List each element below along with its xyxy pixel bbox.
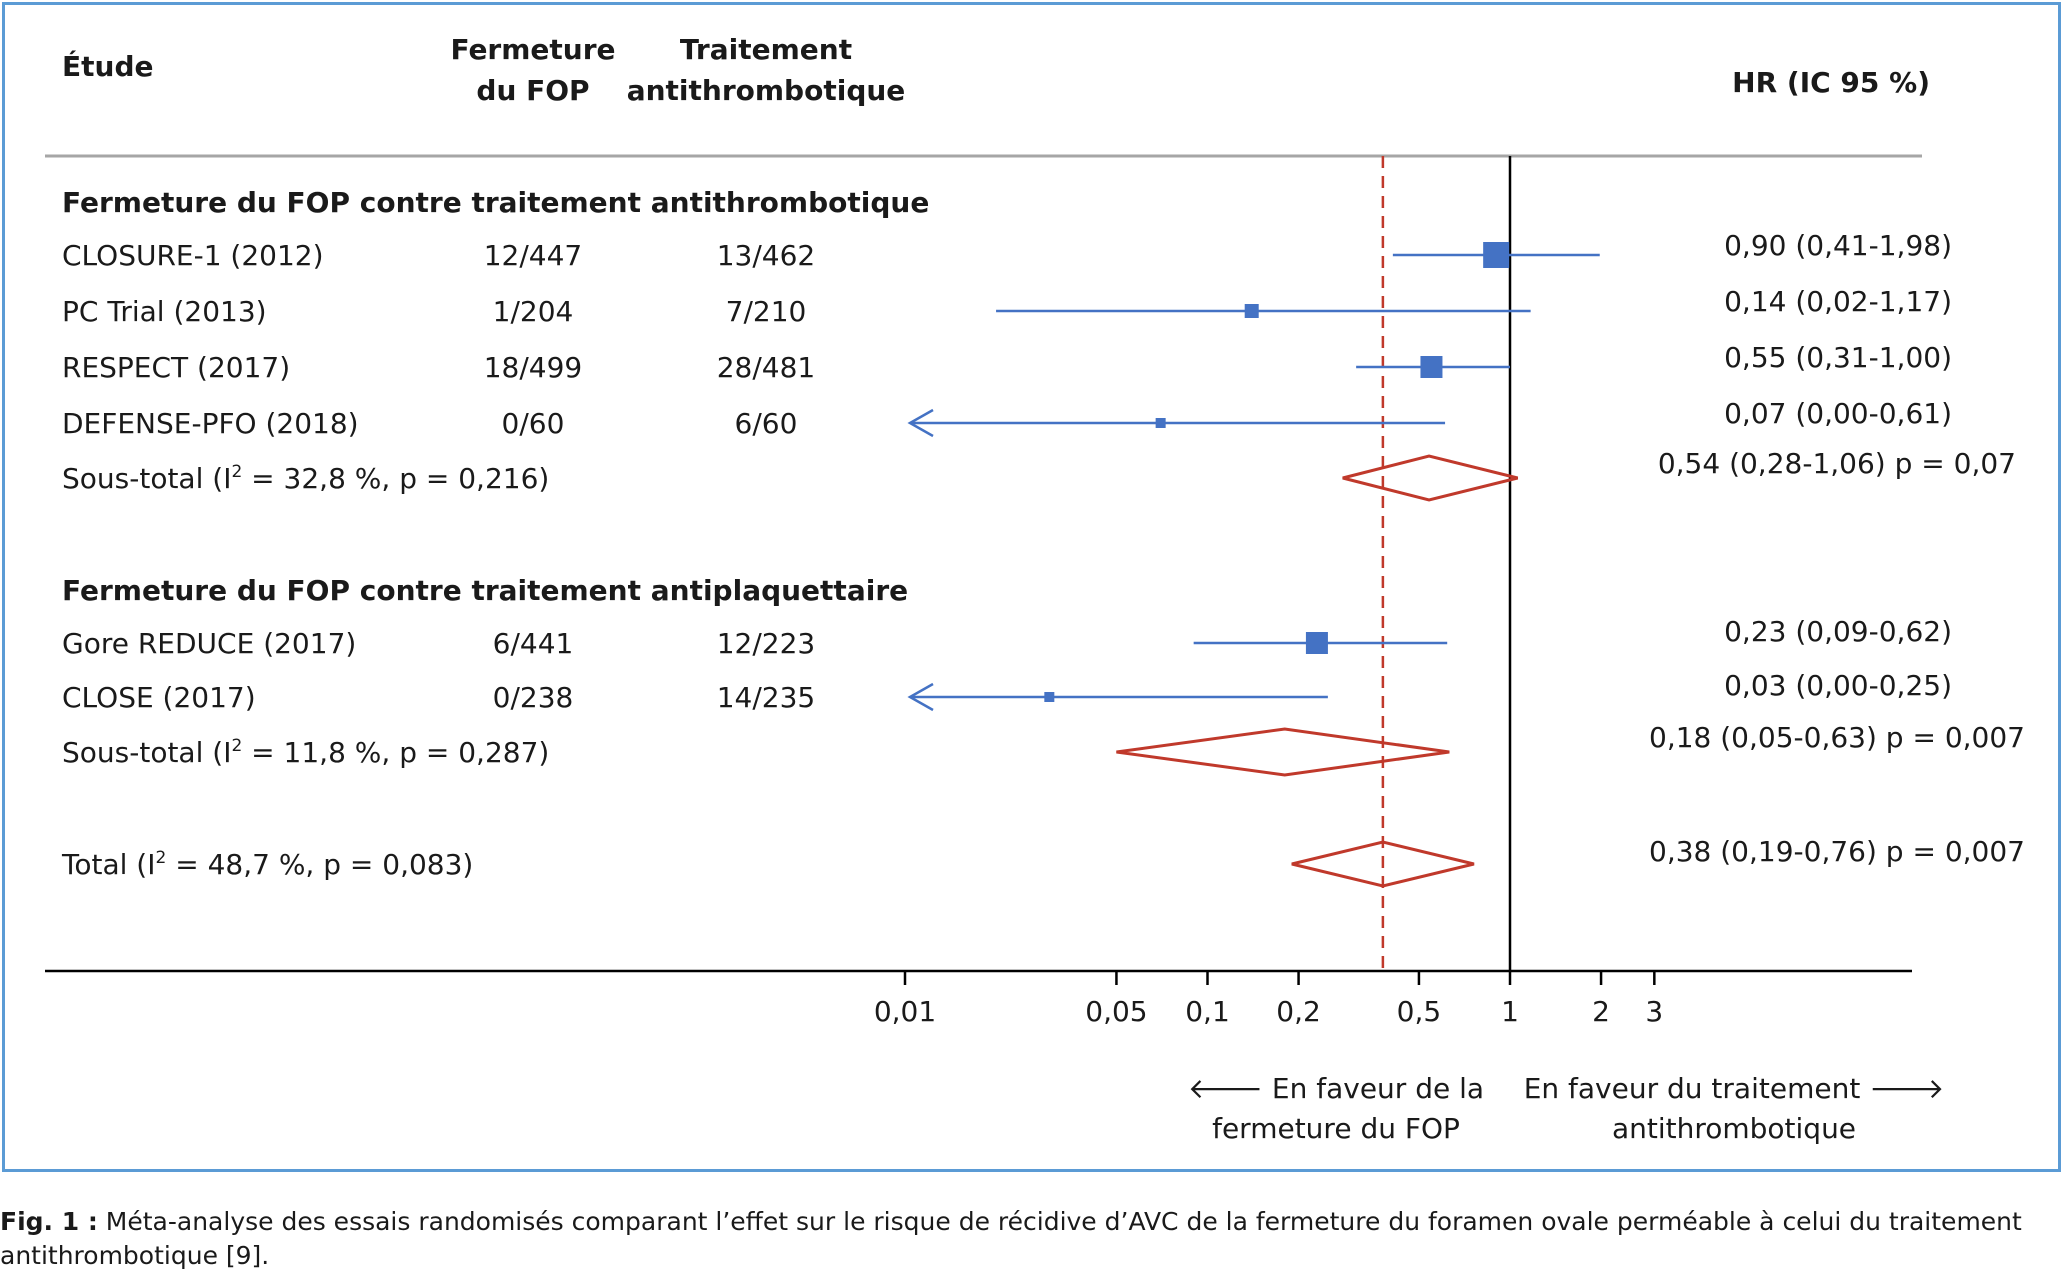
study-hr-text: 0,23 (0,09-0,62) <box>1724 615 1952 648</box>
study-name: DEFENSE-PFO (2018) <box>62 407 359 440</box>
study-hr-text: 0,14 (0,02-1,17) <box>1724 285 1952 318</box>
x-tick-label: 1 <box>1501 995 1519 1028</box>
study-hr-text: 0,07 (0,00-0,61) <box>1724 397 1952 430</box>
study-treatment-events: 12/223 <box>717 627 816 660</box>
header-closure-line2: du FOP <box>476 74 589 107</box>
header-closure-line1: Fermeture <box>450 33 615 66</box>
caption-text: Méta-analyse des essais randomisés compa… <box>0 1207 2022 1270</box>
x-tick-label: 0,1 <box>1185 995 1230 1028</box>
study-point-estimate <box>1420 356 1443 378</box>
study-closure-events: 12/447 <box>484 239 583 272</box>
study-name: PC Trial (2013) <box>62 295 267 328</box>
header-treatment-line1: Traitement <box>680 33 852 66</box>
study-hr-text: 0,90 (0,41-1,98) <box>1724 229 1952 262</box>
total-hr-text: 0,38 (0,19-0,76) p = 0,007 <box>1649 835 2025 868</box>
study-point-estimate <box>1244 304 1259 318</box>
figure-caption: Fig. 1 : Méta-analyse des essais randomi… <box>0 1205 2060 1273</box>
favours-left-line2: fermeture du FOP <box>1212 1112 1460 1145</box>
x-tick-label: 0,5 <box>1397 995 1442 1028</box>
study-hr-text: 0,03 (0,00-0,25) <box>1724 669 1952 702</box>
study-closure-events: 0/60 <box>502 407 565 440</box>
study-name: Gore REDUCE (2017) <box>62 627 356 660</box>
header-treatment-line2: antithrombotique <box>627 74 906 107</box>
x-tick-label: 2 <box>1592 995 1610 1028</box>
x-tick-label: 0,2 <box>1276 995 1321 1028</box>
subtotal-label: Sous-total (I2 = 32,8 %, p = 0,216) <box>62 462 549 495</box>
study-point-estimate <box>1155 418 1166 428</box>
study-hr-text: 0,55 (0,31-1,00) <box>1724 341 1952 374</box>
subtotal-diamond <box>1342 454 1519 502</box>
group-title: Fermeture du FOP contre traitement antip… <box>62 574 908 607</box>
x-tick-label: 3 <box>1645 995 1663 1028</box>
x-tick-label: 0,01 <box>874 995 936 1028</box>
study-closure-events: 0/238 <box>493 681 574 714</box>
study-treatment-events: 7/210 <box>726 295 807 328</box>
header-study: Étude <box>62 49 153 83</box>
study-point-estimate <box>1483 242 1510 268</box>
favours-right-line2: antithrombotique <box>1612 1112 1856 1145</box>
figure-frame: Étude Fermeture du FOP Traitement antithromb… <box>2 2 2061 1172</box>
total-diamond <box>1291 840 1475 888</box>
study-closure-events: 1/204 <box>493 295 574 328</box>
study-treatment-events: 13/462 <box>717 239 816 272</box>
favours-right-line1: En faveur du traitement 🡒 <box>1524 1072 1945 1105</box>
study-treatment-events: 14/235 <box>717 681 816 714</box>
study-treatment-events: 6/60 <box>735 407 798 440</box>
group-title: Fermeture du FOP contre traitement antit… <box>62 186 929 219</box>
subtotal-hr-text: 0,18 (0,05-0,63) p = 0,007 <box>1649 721 2025 754</box>
study-name: RESPECT (2017) <box>62 351 290 384</box>
caption-label: Fig. 1 : <box>0 1207 98 1236</box>
study-closure-events: 18/499 <box>484 351 583 384</box>
ci-arrow-left <box>907 682 934 712</box>
subtotal-diamond <box>1116 727 1450 777</box>
favours-left-line1: 🡐 En faveur de la <box>1188 1072 1484 1105</box>
ci-arrow-left <box>907 408 934 438</box>
subtotal-hr-text: 0,54 (0,28-1,06) p = 0,07 <box>1658 447 2016 480</box>
total-label: Total (I2 = 48,7 %, p = 0,083) <box>61 848 473 881</box>
forest-plot: Étude Fermeture du FOP Traitement antithromb… <box>45 33 2025 1145</box>
study-name: CLOSURE-1 (2012) <box>62 239 324 272</box>
header-hr: HR (IC 95 %) <box>1732 66 1930 99</box>
study-point-estimate <box>1305 632 1328 654</box>
study-treatment-events: 28/481 <box>717 351 816 384</box>
study-name: CLOSE (2017) <box>62 681 256 714</box>
study-point-estimate <box>1044 692 1055 702</box>
subtotal-label: Sous-total (I2 = 11,8 %, p = 0,287) <box>62 736 549 769</box>
x-tick-label: 0,05 <box>1085 995 1147 1028</box>
study-closure-events: 6/441 <box>493 627 574 660</box>
